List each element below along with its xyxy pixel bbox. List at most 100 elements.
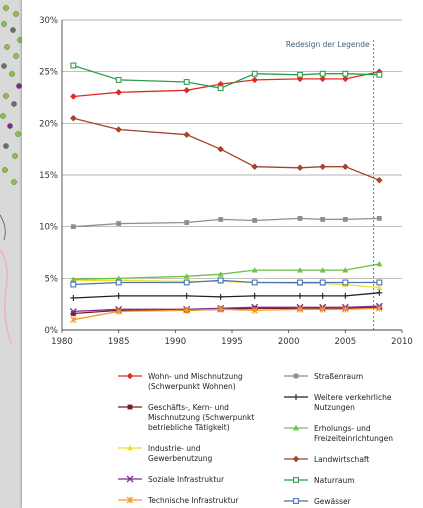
legend-label: (Schwerpunkt Wohnen) xyxy=(148,382,236,391)
data-point xyxy=(115,88,123,96)
x-tick-label: 2010 xyxy=(391,337,413,347)
chart-panel: 0% 5% 10% 15% 20% 25% 30% 1980 1985 1990 1995 2000 2… xyxy=(22,0,423,508)
data-point xyxy=(319,163,327,171)
legend-label: Wohn- und Mischnutzung xyxy=(148,372,243,381)
legend-label: Geschäfts-, Kern- und xyxy=(148,403,229,412)
data-point xyxy=(296,164,304,172)
data-point xyxy=(376,279,383,286)
data-point xyxy=(297,71,303,78)
map-dot xyxy=(1,63,7,69)
data-point xyxy=(342,70,349,77)
legend-entry: Wohn- und Mischnutzung(Schwerpunkt Wohne… xyxy=(118,372,243,391)
map-thumbnail[interactable] xyxy=(0,0,22,508)
data-point xyxy=(70,311,76,316)
data-point xyxy=(217,305,225,313)
data-point xyxy=(342,279,349,286)
map-dot xyxy=(13,11,19,17)
data-point xyxy=(320,217,326,222)
data-point xyxy=(183,279,190,286)
data-point xyxy=(341,75,349,83)
data-point xyxy=(115,76,122,83)
data-point xyxy=(70,281,77,288)
data-point xyxy=(127,445,133,451)
data-point xyxy=(251,76,259,84)
data-point xyxy=(183,306,191,314)
data-point xyxy=(184,220,190,225)
x-tick-label: 1995 xyxy=(221,337,243,347)
data-point xyxy=(293,425,299,431)
series-7 xyxy=(70,289,383,301)
data-point xyxy=(319,305,327,313)
data-point xyxy=(297,292,303,299)
series-11 xyxy=(70,277,383,288)
data-point xyxy=(342,217,348,222)
map-dot xyxy=(12,153,18,159)
data-point xyxy=(217,271,224,277)
data-point xyxy=(376,260,383,267)
legend-label: Weitere verkehrliche xyxy=(314,393,392,402)
data-point xyxy=(297,279,303,286)
data-point xyxy=(297,216,303,221)
data-point xyxy=(376,289,383,296)
y-tick-label: 20% xyxy=(39,119,58,129)
x-tick-label: 1990 xyxy=(165,337,187,347)
x-tick-label: 1980 xyxy=(51,337,73,347)
map-dot xyxy=(3,5,9,11)
legend-label: Industrie- und xyxy=(148,444,201,453)
y-tick-label: 0% xyxy=(45,326,59,336)
data-point xyxy=(69,114,77,122)
data-point xyxy=(376,284,383,291)
data-point xyxy=(376,71,383,78)
data-point xyxy=(341,163,349,171)
data-point xyxy=(116,221,122,226)
map-road xyxy=(0,214,6,241)
data-point xyxy=(115,275,122,281)
map-dot xyxy=(15,131,21,137)
data-point xyxy=(375,176,383,184)
map-dot xyxy=(9,71,15,77)
y-tick-label: 25% xyxy=(39,68,58,78)
y-tick-label: 15% xyxy=(39,171,58,181)
data-point xyxy=(126,372,134,380)
data-point xyxy=(293,498,299,504)
legend-label: Freizeiteinrichtungen xyxy=(314,434,393,443)
data-point xyxy=(342,292,349,299)
map-background xyxy=(0,0,22,508)
data-point xyxy=(319,267,326,273)
data-point xyxy=(69,307,77,315)
data-point xyxy=(126,496,134,504)
data-point xyxy=(319,292,326,299)
data-point xyxy=(251,292,258,299)
legend-label: Erholungs- und xyxy=(314,424,371,433)
legend-entry: Landwirtschaft xyxy=(284,455,369,464)
legend-label: Gewässer xyxy=(314,497,352,506)
data-point xyxy=(319,279,326,286)
x-tick-label: 1985 xyxy=(108,337,130,347)
data-point xyxy=(126,475,134,483)
data-point xyxy=(293,477,299,483)
map-dot xyxy=(16,83,22,89)
series-6 xyxy=(70,216,382,230)
data-point xyxy=(252,218,258,223)
data-point xyxy=(183,273,190,279)
series-5 xyxy=(69,304,383,324)
data-point xyxy=(251,70,258,77)
data-point xyxy=(70,62,77,69)
map-dot xyxy=(7,123,13,129)
legend-entry: Naturraum xyxy=(284,476,355,485)
data-point xyxy=(183,131,191,139)
data-point xyxy=(217,293,224,300)
series-line xyxy=(73,64,380,89)
data-point xyxy=(297,267,303,273)
legend-label: Gewerbenutzung xyxy=(148,454,213,463)
data-point xyxy=(251,306,259,314)
map-dot xyxy=(0,113,6,119)
data-point xyxy=(69,316,77,324)
map-boundary xyxy=(0,249,13,346)
data-point xyxy=(251,267,258,273)
map-thumbnail-icon xyxy=(0,0,22,508)
data-point xyxy=(218,217,224,222)
data-point xyxy=(115,126,123,133)
data-point xyxy=(70,276,77,282)
